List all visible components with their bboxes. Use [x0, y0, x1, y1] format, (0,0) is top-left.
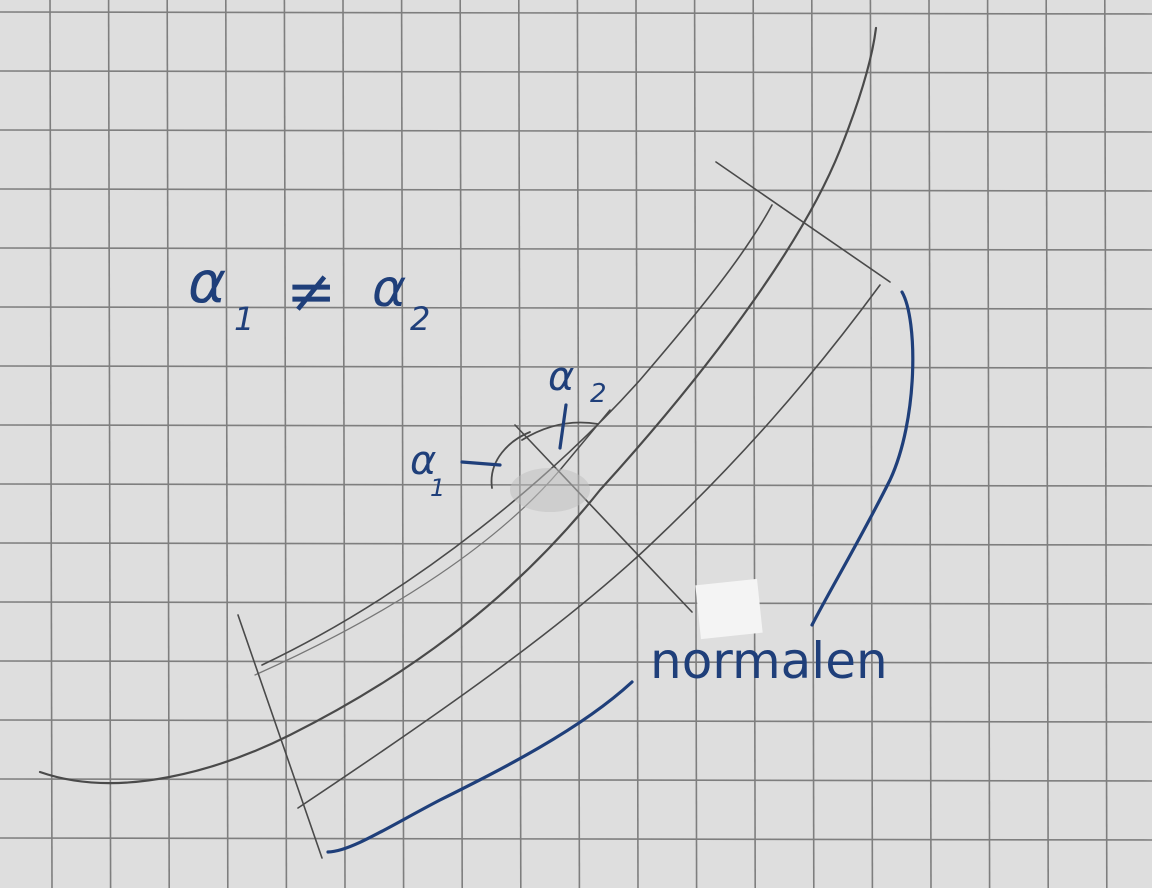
grid-line-horizontal — [0, 601, 1152, 605]
grid-line-vertical — [810, 0, 815, 888]
angle1-alpha: α — [410, 438, 436, 484]
grid-line-vertical — [1045, 0, 1049, 888]
angle-arc-2 — [521, 421, 599, 441]
grid-line-horizontal — [0, 660, 1152, 664]
grid-line-vertical — [107, 0, 112, 888]
white-patch — [695, 578, 763, 640]
grid-line-horizontal — [0, 365, 1152, 369]
grid-line-vertical — [166, 0, 170, 888]
normals-caption: normalen — [650, 632, 888, 690]
upper-boundary-line — [715, 161, 891, 283]
grid-line-horizontal — [0, 70, 1152, 74]
grid-line-horizontal — [0, 424, 1152, 428]
lower-boundary-line — [237, 614, 323, 859]
angle2-sub: 2 — [590, 379, 607, 409]
inequality-sub1: 1 — [234, 300, 254, 338]
grid-line-vertical — [283, 0, 288, 888]
grid-line-vertical — [49, 0, 53, 888]
grid-line-horizontal — [0, 11, 1152, 15]
angle2-pointer — [558, 403, 568, 450]
grid-line-vertical — [225, 0, 229, 888]
grid-line-horizontal — [0, 129, 1152, 133]
upper-ray — [261, 204, 773, 666]
grid-line-vertical — [459, 0, 464, 888]
inequality-alpha2: α — [372, 259, 406, 319]
grid-line-horizontal — [0, 542, 1152, 546]
grid-line-vertical — [517, 0, 522, 888]
curved-surface — [38, 26, 878, 785]
grid-line-vertical — [400, 0, 405, 888]
grid-line-vertical — [342, 0, 346, 888]
grid-line-vertical — [752, 0, 757, 888]
angle-arc-1 — [490, 431, 531, 489]
ink-annotations: α 1 ≠ α 2 α 1 α 2 normalen — [188, 248, 915, 854]
grid-line-horizontal — [0, 719, 1152, 723]
grid-line-horizontal — [0, 778, 1152, 782]
pencil-construction — [38, 26, 891, 859]
inequality-neq: ≠ — [286, 257, 336, 327]
reflected-ray-segment — [559, 409, 611, 471]
inequality-sub2: 2 — [410, 300, 430, 338]
lower-ray — [297, 284, 881, 809]
normal-line — [514, 424, 693, 613]
inequality-alpha1: α — [188, 248, 226, 316]
grid-line-vertical — [635, 0, 639, 888]
angle1-sub: 1 — [430, 474, 445, 502]
grid-line-vertical — [986, 0, 991, 888]
grid-line-vertical — [1104, 0, 1108, 888]
grid-line-horizontal — [0, 247, 1152, 251]
grid-line-horizontal — [0, 837, 1152, 841]
grid-line-vertical — [693, 0, 698, 888]
angle1-pointer — [460, 460, 502, 467]
normals-brace-bottom — [326, 680, 634, 854]
grid-line-horizontal — [0, 306, 1152, 310]
angle2-alpha: α — [548, 354, 574, 400]
grid-line-horizontal — [0, 188, 1152, 192]
grid-line-vertical — [928, 0, 932, 888]
shading — [510, 468, 590, 512]
grid-line-vertical — [869, 0, 874, 888]
normals-brace-right — [810, 290, 915, 627]
